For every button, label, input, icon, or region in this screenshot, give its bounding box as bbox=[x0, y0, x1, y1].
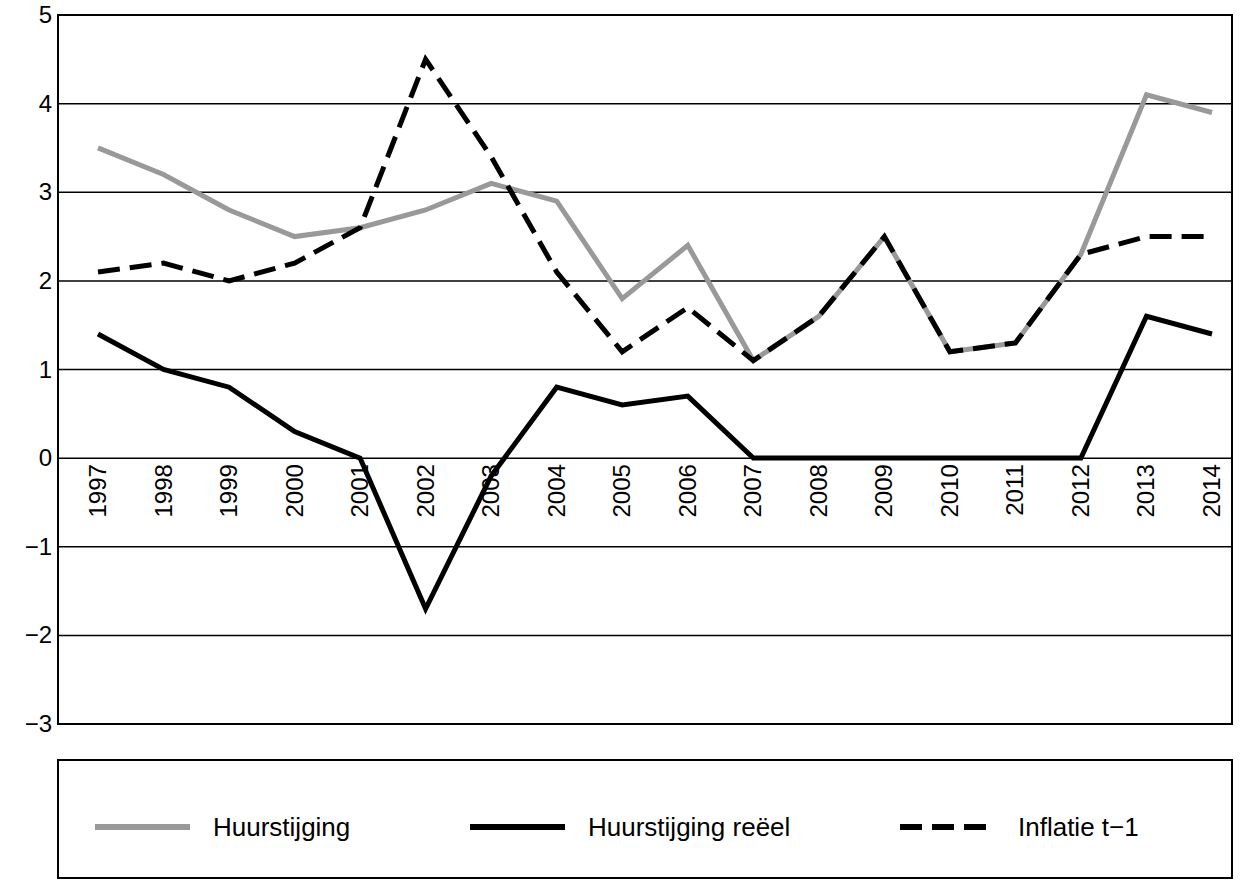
y-tick-label: 0 bbox=[39, 444, 52, 471]
y-tick-label: 2 bbox=[39, 267, 52, 294]
x-tick-label: 2004 bbox=[543, 464, 570, 517]
x-tick-label: 2010 bbox=[936, 464, 963, 517]
y-tick-label: 3 bbox=[39, 178, 52, 205]
x-tick-label: 1997 bbox=[84, 464, 111, 517]
x-tick-label: 2008 bbox=[805, 464, 832, 517]
y-tick-label: 1 bbox=[39, 356, 52, 383]
plot-frame bbox=[58, 15, 1232, 724]
series-line bbox=[98, 59, 1212, 360]
x-tick-label: 2011 bbox=[1001, 464, 1028, 516]
grid-line bbox=[58, 635, 1232, 637]
x-tick-label: 2002 bbox=[412, 464, 439, 517]
legend-label: Huurstijging reëel bbox=[588, 812, 790, 842]
y-tick-label: −3 bbox=[25, 710, 52, 737]
x-tick-label: 2001 bbox=[346, 464, 373, 517]
legend-box bbox=[58, 760, 1232, 878]
x-tick-label: 1998 bbox=[150, 464, 177, 517]
legend-label: Inflatie t−1 bbox=[1018, 812, 1139, 842]
grid-line bbox=[58, 369, 1232, 371]
x-tick-label: 2012 bbox=[1067, 464, 1094, 517]
grid-line bbox=[58, 103, 1232, 105]
x-tick-label: 2009 bbox=[870, 464, 897, 517]
chart: −3−2−10123451997199819992000200120022003… bbox=[0, 0, 1242, 880]
legend: Huurstijging Huurstijging reëel Inflatie t… bbox=[58, 760, 1232, 878]
legend-swatch bbox=[900, 824, 995, 830]
y-tick-label: 4 bbox=[39, 90, 52, 117]
grid-line bbox=[58, 546, 1232, 548]
x-tick-label: 1999 bbox=[215, 464, 242, 517]
series-line bbox=[98, 95, 1212, 361]
x-tick-label: 2000 bbox=[281, 464, 308, 517]
series-group bbox=[98, 59, 1212, 609]
legend-swatch bbox=[95, 824, 190, 830]
legend-label: Huurstijging bbox=[213, 812, 350, 842]
series-line bbox=[98, 316, 1212, 609]
y-tick-label: −1 bbox=[25, 533, 52, 560]
legend-swatch bbox=[470, 824, 565, 830]
y-tick-label: 5 bbox=[39, 1, 52, 28]
y-tick-label: −2 bbox=[25, 621, 52, 648]
x-tick-label: 2005 bbox=[608, 464, 635, 517]
grid-line bbox=[58, 192, 1232, 194]
x-tick-label: 2013 bbox=[1132, 464, 1159, 517]
x-tick-label: 2014 bbox=[1198, 464, 1225, 517]
x-tick-label: 2007 bbox=[739, 464, 766, 517]
x-tick-label: 2006 bbox=[674, 464, 701, 517]
